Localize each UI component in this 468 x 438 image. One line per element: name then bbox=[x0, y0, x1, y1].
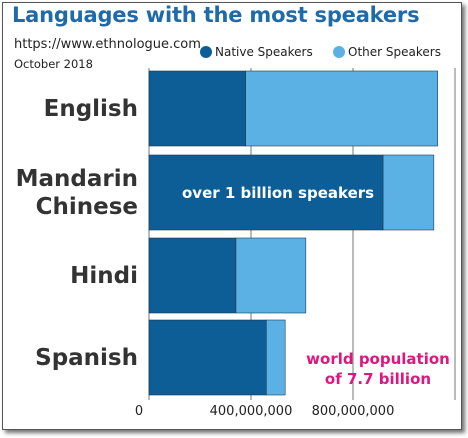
annotation-world-line1: world population bbox=[306, 350, 450, 368]
legend-native-swatch bbox=[200, 46, 212, 58]
bar-spanish-native bbox=[148, 319, 267, 396]
source-date: October 2018 bbox=[14, 57, 93, 71]
x-tick-label-0: 0 bbox=[134, 404, 144, 419]
legend-other-swatch bbox=[333, 46, 345, 58]
chart-title: Languages with the most speakers bbox=[12, 3, 420, 27]
source-url: https://www.ethnologue.com bbox=[14, 37, 201, 52]
bar-mandarin-chinese-native bbox=[148, 154, 384, 231]
category-label-hindi: Hindi bbox=[70, 262, 138, 290]
bar-english-native bbox=[148, 70, 246, 147]
bar-english-other bbox=[245, 70, 438, 147]
category-label-mandarin-chinese: Mandarin Chinese bbox=[16, 165, 138, 221]
category-label-spanish: Spanish bbox=[35, 344, 138, 372]
category-label-line: Spanish bbox=[35, 344, 138, 371]
category-label-line: Chinese bbox=[35, 193, 138, 220]
bar-hindi-other bbox=[235, 237, 307, 314]
legend-other-label: Other Speakers bbox=[348, 45, 441, 59]
bar-hindi-native bbox=[148, 237, 237, 314]
annotation-billion: over 1 billion speakers bbox=[182, 184, 375, 202]
annotation-world-population: world population of 7.7 billion bbox=[298, 349, 458, 389]
x-tick-label-2: 800,000,000 bbox=[311, 404, 395, 419]
category-label-line: Mandarin bbox=[15, 165, 138, 192]
category-label-english: English bbox=[44, 95, 138, 123]
bar-spanish-other bbox=[265, 319, 286, 396]
category-label-line: Hindi bbox=[70, 262, 138, 289]
bar-mandarin-chinese-other bbox=[382, 154, 435, 231]
annotation-world-line2: of 7.7 billion bbox=[324, 370, 432, 388]
legend-native-label: Native Speakers bbox=[215, 45, 313, 59]
x-tick-label-1: 400,000,000 bbox=[209, 404, 293, 419]
legend-other: Other Speakers bbox=[333, 44, 441, 60]
category-label-line: English bbox=[43, 95, 138, 122]
legend-native: Native Speakers bbox=[200, 44, 313, 60]
